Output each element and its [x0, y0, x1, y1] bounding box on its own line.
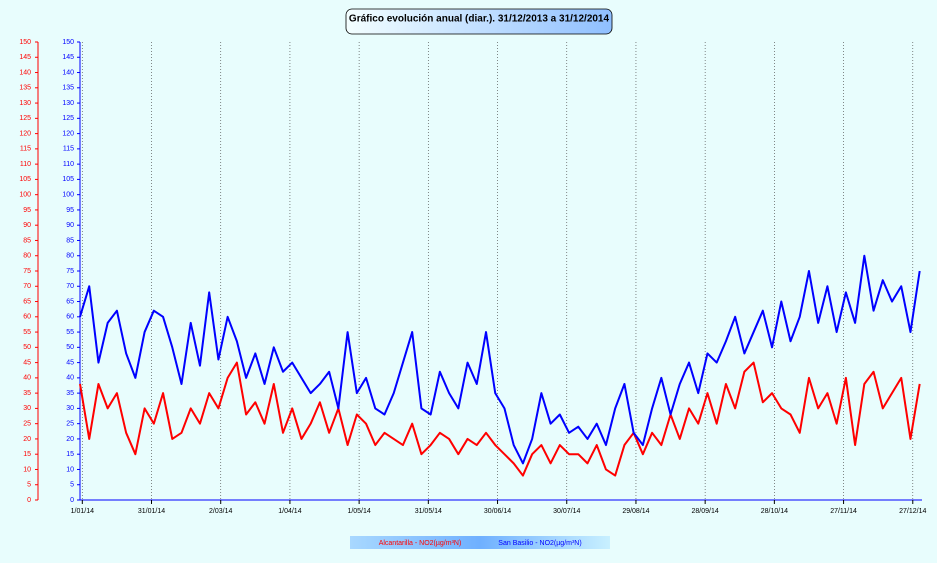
y2-tick-label: 60	[66, 314, 74, 321]
y-tick-label: 115	[20, 146, 31, 153]
y2-tick-label: 150	[62, 39, 74, 46]
y2-tick-label: 115	[63, 146, 74, 153]
y-tick-label: 35	[23, 390, 31, 397]
y-tick-label: 55	[23, 329, 31, 336]
y-tick-label: 150	[19, 39, 31, 46]
y2-tick-label: 50	[66, 344, 74, 351]
x-tick-label: 27/12/14	[899, 508, 926, 515]
y-tick-label: 110	[20, 161, 31, 168]
y-tick-label: 145	[19, 54, 31, 61]
y2-tick-label: 70	[66, 283, 74, 290]
y-tick-label: 20	[23, 436, 31, 443]
legend-label: Alcantarilla - NO2(µg/m³N)	[379, 540, 462, 547]
y2-tick-label: 0	[70, 497, 74, 504]
y-tick-label: 60	[23, 314, 31, 321]
y2-tick-label: 85	[66, 237, 74, 244]
y2-tick-label: 125	[62, 115, 74, 122]
y-tick-label: 100	[19, 192, 31, 199]
y-tick-label: 40	[23, 375, 31, 382]
legend-label: San Basilio - NO2(µg/m³N)	[498, 540, 581, 547]
y2-tick-label: 45	[66, 359, 74, 366]
y2-tick-label: 20	[66, 436, 74, 443]
y2-tick-label: 35	[66, 390, 74, 397]
y-tick-label: 105	[19, 176, 31, 183]
y2-tick-label: 10	[66, 466, 74, 473]
x-tick-label: 28/10/14	[761, 508, 788, 515]
y-tick-label: 80	[23, 253, 31, 260]
y-tick-label: 25	[23, 421, 31, 428]
y-tick-label: 120	[19, 130, 31, 137]
y-tick-label: 125	[19, 115, 31, 122]
y2-tick-label: 55	[66, 329, 74, 336]
x-tick-label: 1/05/14	[347, 508, 370, 515]
y-tick-label: 135	[19, 85, 31, 92]
y-tick-label: 70	[23, 283, 31, 290]
y2-tick-label: 75	[66, 268, 74, 275]
series-line	[79, 361, 921, 477]
y-tick-label: 50	[23, 344, 31, 351]
y-tick-label: 45	[23, 359, 31, 366]
y-tick-label: 75	[23, 268, 31, 275]
y2-tick-label: 40	[66, 375, 74, 382]
y2-tick-label: 65	[66, 298, 74, 305]
y2-tick-label: 120	[62, 130, 74, 137]
y-tick-label: 140	[19, 69, 31, 76]
y-tick-label: 5	[27, 482, 31, 489]
y-tick-label: 0	[27, 497, 31, 504]
y2-tick-label: 80	[66, 253, 74, 260]
y-tick-label: 130	[19, 100, 31, 107]
x-tick-label: 30/06/14	[484, 508, 511, 515]
y2-tick-label: 140	[62, 69, 74, 76]
y2-tick-label: 135	[62, 85, 74, 92]
x-tick-label: 2/03/14	[209, 508, 232, 515]
y2-tick-label: 95	[66, 207, 74, 214]
y-tick-label: 30	[23, 405, 31, 412]
y-tick-label: 15	[23, 451, 31, 458]
x-tick-label: 31/01/14	[138, 508, 165, 515]
y2-tick-label: 30	[66, 405, 74, 412]
y-tick-label: 85	[23, 237, 31, 244]
y2-tick-label: 5	[70, 482, 74, 489]
y-tick-label: 90	[23, 222, 31, 229]
y2-tick-label: 105	[62, 176, 74, 183]
y-tick-label: 65	[23, 298, 31, 305]
x-tick-label: 31/05/14	[415, 508, 442, 515]
chart-title: Gráfico evolución anual (diar.). 31/12/2…	[349, 14, 610, 25]
x-tick-label: 29/08/14	[622, 508, 649, 515]
y2-tick-label: 25	[66, 421, 74, 428]
y-tick-label: 10	[23, 466, 31, 473]
y2-tick-label: 90	[66, 222, 74, 229]
y2-tick-label: 130	[62, 100, 74, 107]
x-tick-label: 28/09/14	[692, 508, 719, 515]
x-tick-label: 30/07/14	[553, 508, 580, 515]
title-box	[345, 8, 613, 35]
legend-box	[350, 536, 610, 549]
x-tick-label: 1/01/14	[71, 508, 94, 515]
y2-tick-label: 145	[62, 54, 74, 61]
y2-tick-label: 110	[63, 161, 74, 168]
x-tick-label: 1/04/14	[278, 508, 301, 515]
y-tick-label: 95	[23, 207, 31, 214]
y2-tick-label: 100	[62, 192, 74, 199]
y2-tick-label: 15	[66, 451, 74, 458]
series-line	[79, 254, 921, 465]
x-tick-label: 27/11/14	[830, 508, 857, 515]
